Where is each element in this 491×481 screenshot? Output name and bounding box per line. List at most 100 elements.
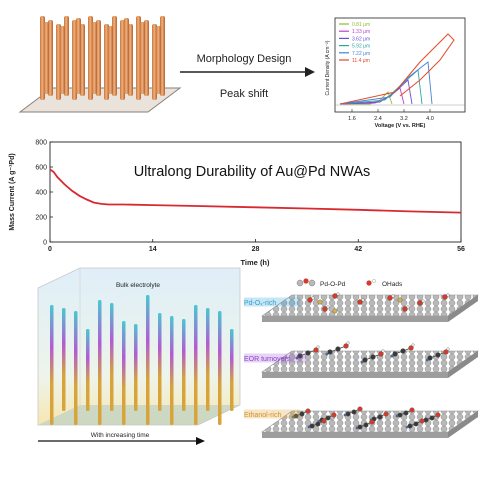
inset-legend-label: 1.33 μm [352,29,370,35]
nanorod [128,24,133,96]
inset-cv-chart: Current Density (A cm⁻²) 1.6 2.4 3.2 4.0 Vo… [325,17,466,129]
adsorbate-atom [406,305,410,309]
adsorbate-atom [307,425,311,429]
adsorbate-atom [311,296,315,300]
adsorbate-atom [299,411,305,417]
nanorod [160,16,165,96]
adsorbate-atom [326,305,330,309]
adsorbate-atom [332,308,338,314]
adsorbate-atom [395,414,399,418]
adsorbate-atom [336,292,340,296]
adsorbate-atom [357,424,363,430]
nanowire [230,329,234,411]
inset-frame [334,17,466,113]
band-label-pdox: Pd-Oₓ-rich [244,300,276,307]
adsorbate-atom [315,421,321,427]
adsorbate-atom [327,349,333,355]
band-arrow-pdox: Pd-Oₓ-rich [244,297,300,307]
adsorbate-atom [419,418,425,424]
nanowire [50,305,54,425]
nanowire [170,316,174,425]
y-tick-label: 400 [35,190,47,197]
adsorbate-atom [309,423,315,429]
adsorbate-atom [435,412,441,418]
adsorbate-atom [357,406,363,412]
nanowires [50,295,234,425]
adsorbate-atom [446,293,450,297]
adsorbate-atom [291,415,295,419]
inset-curve-6 [339,33,455,105]
adsorbate-atom [322,306,328,312]
inset-xtick-label: 4.0 [426,116,434,122]
nanorod [108,26,113,94]
nanorod [120,20,125,100]
inset-xticks: 1.6 2.4 3.2 4.0 [348,109,434,122]
nanorod-array-illustration [18,16,182,113]
nanowire [110,303,114,411]
adsorbate-atom [413,421,419,427]
durability-series-line [49,168,462,214]
legend-oh-ads: OHads [382,281,403,288]
nanorod [44,22,49,94]
y-tick-label: 600 [35,165,47,172]
inset-legend-label: 5.92 μm [352,44,370,50]
adsorbate-atom [363,422,369,428]
nanorods [40,16,165,100]
nanorod [60,26,65,94]
time-arrow-label: With increasing time [91,432,150,439]
nanowire [74,311,78,425]
oxygen-atom-icon [303,278,309,284]
adsorbate-atom [346,341,350,345]
inset-legend-label: 3.62 μm [352,36,370,42]
inset-xtick-label: 3.2 [400,116,408,122]
band-arrow-eor: EOR turnovers [244,353,306,363]
adsorbate-atom [313,347,319,353]
adsorbate-atom [343,343,349,349]
nanorod [112,16,117,96]
inset-ylabel: Current Density (A cm⁻²) [325,40,331,95]
x-tick-label: 14 [149,246,157,253]
adsorbate-atom [317,299,323,305]
inset-legend-label: 11.4 μm [352,58,370,64]
nanowire [218,311,222,425]
adsorbate-atom [408,345,414,351]
band-label-eor: EOR turnovers [244,356,291,363]
inset-curve-5 [339,61,433,105]
nanowire [62,308,66,411]
adsorbate-atom [397,297,403,303]
adsorbate-atom [297,353,303,359]
y-axis-label: Mass Current (A g⁻¹Pd) [9,153,16,230]
adsorbate-atom [305,350,311,356]
adsorbate-atom [377,414,383,420]
nanowire-box-illustration: Bulk electrolyte With increasing time [37,267,241,445]
nanorod [40,16,45,100]
band-arrow-ethanol: Ethanol-rich [244,409,300,419]
inset-legend-label: 0.81 μm [352,22,370,28]
adsorbate-atom [400,348,406,354]
nanowire [134,324,138,411]
nanorod [136,16,141,100]
arrow-label-peak-shift: Peak shift [220,88,268,100]
adsorbate-atom [443,349,449,355]
adsorbate-atom [351,409,357,415]
bulk-electrolyte-label: Bulk electrolyte [116,282,160,289]
adsorbate-atom [391,294,395,298]
adsorbate-atom [417,300,423,306]
band-label-ethanol: Ethanol-rich [244,412,281,419]
adsorbate-atom [409,407,415,413]
nanowire [122,321,126,425]
nanowire [86,329,90,411]
nanorod [56,24,61,100]
adsorbate-atom [305,408,311,414]
inset-legend: 0.81 μm1.33 μm3.62 μm 5.92 μm7.22 μm11.4 … [339,22,370,64]
adsorbate-atom [397,412,403,418]
adsorbate-atom [378,351,384,357]
nanorod [48,20,53,96]
nanowire [206,308,210,411]
adsorbate-atom [421,299,425,303]
adsorbate-atom [343,413,347,417]
adsorbate-atom [427,355,433,361]
y-tick-label: 0 [43,240,47,247]
y-tick-label: 800 [35,140,47,147]
